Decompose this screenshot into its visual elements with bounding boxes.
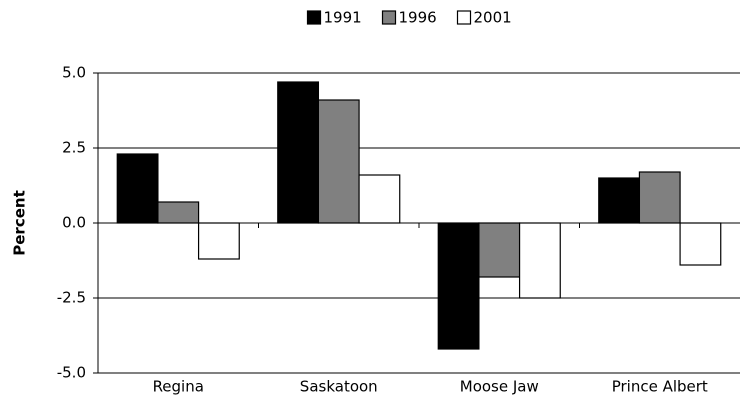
y-tick-label: 2.5 [62, 139, 86, 157]
y-tick-label: 0.0 [62, 214, 86, 232]
bar [598, 177, 641, 224]
bar [277, 81, 320, 224]
x-tick-label: Prince Albert [612, 378, 708, 396]
y-tick-label: 5.0 [62, 64, 86, 82]
y-axis-label: Percent [11, 190, 29, 255]
bar [197, 222, 240, 260]
y-tick-label: -2.5 [57, 289, 86, 307]
legend-label: 1996 [399, 9, 437, 27]
y-tick-label: -5.0 [57, 364, 86, 382]
bar [358, 174, 401, 224]
legend-swatch [306, 10, 322, 25]
bar [638, 171, 681, 224]
x-tick-label: Saskatoon [300, 378, 378, 396]
bar [157, 201, 200, 224]
bar [518, 222, 561, 299]
legend-swatch [456, 10, 472, 25]
legend-swatch [381, 10, 397, 25]
bar [116, 153, 159, 224]
legend-label: 1991 [324, 9, 362, 27]
bar [317, 99, 360, 224]
x-tick-label: Moose Jaw [460, 378, 539, 396]
bar [679, 222, 722, 266]
bar [478, 222, 521, 278]
bar [437, 222, 480, 350]
x-tick-label: Regina [153, 378, 204, 396]
legend-label: 2001 [474, 9, 512, 27]
